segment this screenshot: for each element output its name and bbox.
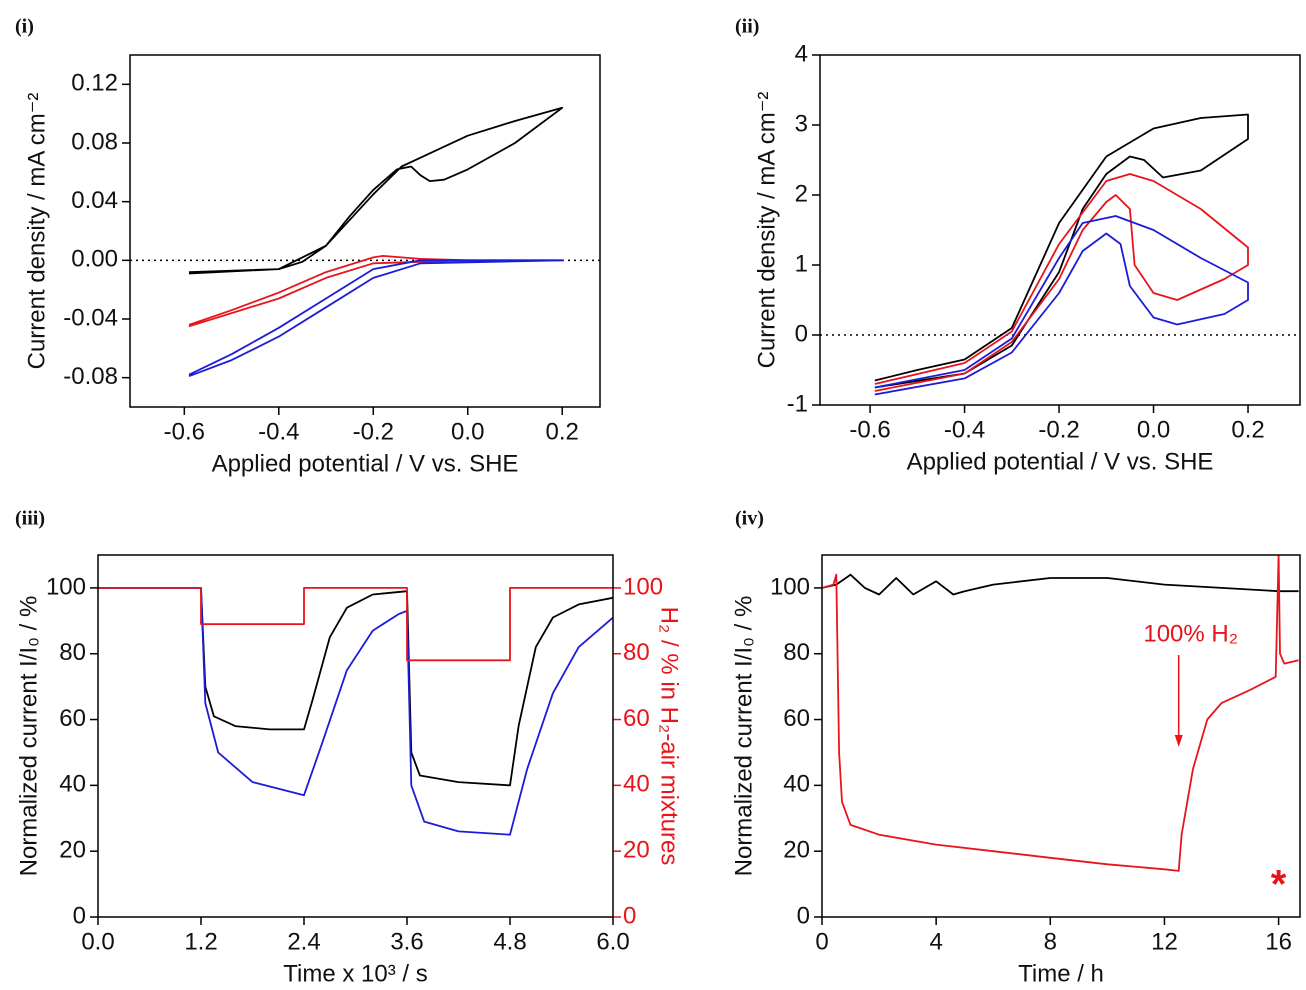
x-tick-label: -0.2 [1038,416,1079,443]
y2-axis-title: H₂ / % in H₂-air mixtures [656,607,683,866]
y-tick-label: 40 [783,771,810,798]
series-line [874,215,1249,396]
y-tick-label: -1 [787,390,808,417]
y-tick-label: 80 [59,639,86,666]
y2-tick-label: 80 [623,639,650,666]
x-tick-label: 8 [1044,928,1057,955]
y-tick-label: 0.08 [71,128,118,155]
y-axis-title: Normalized current I/I₀ / % [15,596,42,877]
plot-frame [819,54,1301,406]
y-tick-label: 60 [783,705,810,732]
panel-label: (ii) [735,16,759,38]
arrow-head [1174,735,1183,747]
series-line [188,106,564,275]
x-tick-label: 0 [815,928,828,955]
series-line [822,573,1299,596]
x-tick-label: 12 [1151,928,1178,955]
plot-frame [821,554,1301,918]
y-tick-label: 0.00 [71,246,118,273]
y2-tick-label: 100 [623,573,663,600]
x-tick-label: -0.6 [849,416,890,443]
y-tick-label: 20 [59,837,86,864]
y-tick-label: 0 [73,902,86,929]
x-axis-title: Time / h [1018,960,1104,987]
y-tick-label: 60 [59,705,86,732]
series-line [188,255,564,328]
y-tick-label: 100 [770,573,810,600]
y-tick-label: 20 [783,837,810,864]
x-tick-label: 4 [929,928,942,955]
x-axis-title: Applied potential / V vs. SHE [212,450,519,477]
x-tick-label: 0.0 [81,928,114,955]
series-line [874,173,1249,392]
panel-label: (i) [15,16,34,38]
panel-label: (iii) [15,508,45,530]
y-tick-label: 100 [46,573,86,600]
series-line [822,555,1299,872]
series-line [188,259,564,378]
x-tick-label: 6.0 [596,928,629,955]
x-axis-title: Time x 10³ / s [283,960,427,987]
y-axis-title: Normalized current I/I₀ / % [730,596,757,877]
y-tick-label: 0.12 [71,70,118,97]
series-line [98,587,613,662]
y-tick-label: -0.08 [63,363,118,390]
annotation: 100% H₂ [1143,620,1238,647]
annotation: * [1271,863,1287,907]
y-tick-label: 80 [783,639,810,666]
y-tick-label: 0.04 [71,187,118,214]
x-axis-title: Applied potential / V vs. SHE [907,448,1214,475]
x-tick-label: 4.8 [493,928,526,955]
x-tick-label: 0.0 [451,418,484,445]
x-tick-label: 0.2 [1231,416,1264,443]
y-axis-title: Current density / mA cm⁻² [23,93,50,370]
series-line [874,113,1249,389]
y-tick-label: 1 [795,250,808,277]
plot-frame [97,554,614,918]
y-tick-label: 0 [797,902,810,929]
y-tick-label: -0.04 [63,304,118,331]
x-tick-label: 3.6 [390,928,423,955]
plot-frame [129,54,601,408]
y-tick-label: 2 [795,180,808,207]
y2-tick-label: 60 [623,705,650,732]
y-axis-title: Current density / mA cm⁻² [753,92,780,369]
y2-tick-label: 20 [623,837,650,864]
x-tick-label: 1.2 [184,928,217,955]
x-tick-label: -0.2 [353,418,394,445]
x-tick-label: -0.4 [258,418,299,445]
panel-label: (iv) [735,508,764,530]
x-tick-label: -0.4 [944,416,985,443]
y-tick-label: 4 [795,40,808,67]
series-line [98,587,613,787]
x-tick-label: -0.6 [164,418,205,445]
x-tick-label: 0.0 [1137,416,1170,443]
y-tick-label: 0 [795,320,808,347]
y2-tick-label: 40 [623,771,650,798]
y-tick-label: 3 [795,110,808,137]
series-line [98,587,613,836]
x-tick-label: 2.4 [287,928,320,955]
y-tick-label: 40 [59,771,86,798]
x-tick-label: 0.2 [546,418,579,445]
x-tick-label: 16 [1265,928,1292,955]
y2-tick-label: 0 [623,902,636,929]
